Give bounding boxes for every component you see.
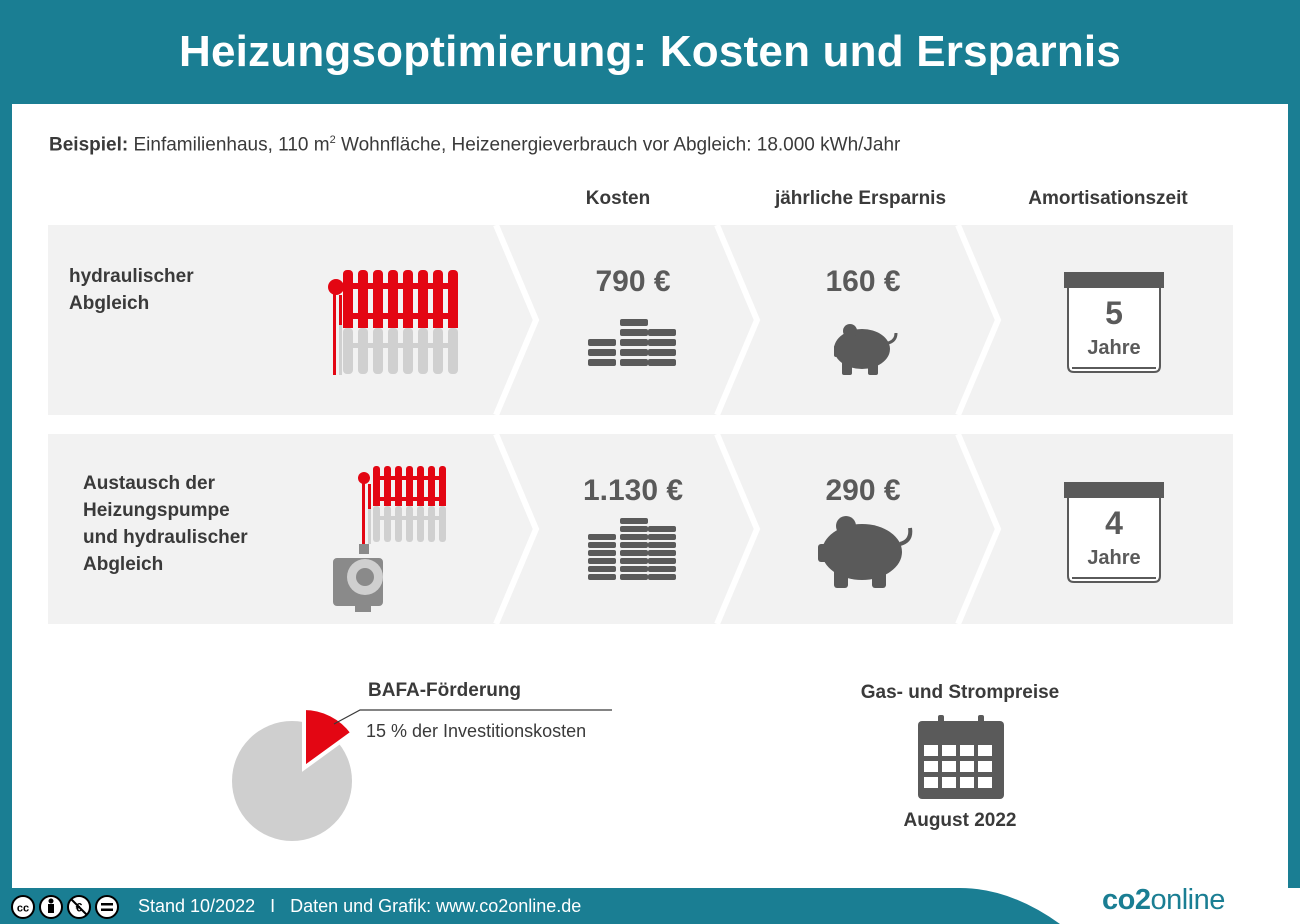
row-label-line: hydraulischer — [69, 266, 194, 287]
bafa-pie-chart — [232, 705, 612, 841]
coin-stack-icon — [588, 319, 676, 366]
radiator-icon — [328, 270, 458, 375]
logo-bold: co2 — [1102, 884, 1151, 916]
logo-thin: online — [1150, 884, 1225, 916]
prices-date: August 2022 — [903, 810, 1017, 831]
cost-amount: 790 € — [595, 265, 671, 298]
row-label-line: und hydraulischer — [83, 527, 248, 548]
license-icons: cc € — [11, 895, 119, 919]
calendar-icon — [1064, 272, 1164, 373]
example-sup: 2 — [329, 134, 336, 146]
savings-amount: 290 € — [825, 474, 901, 507]
cost-amount: 1.130 € — [582, 474, 684, 507]
coin-stack-icon — [588, 518, 676, 580]
svg-text:cc: cc — [17, 903, 29, 915]
column-header-cost: Kosten — [585, 188, 651, 209]
header-bar: Heizungsoptimierung: Kosten und Ersparni… — [0, 0, 1300, 104]
piggy-bank-icon — [818, 516, 913, 588]
calendar-icon — [1064, 482, 1164, 583]
radiator-icon — [358, 466, 448, 544]
footer-white-wave — [960, 888, 1300, 924]
co2online-logo: co2online — [1102, 884, 1225, 917]
footer-text: Stand 10/2022 I Daten und Grafik: www.co… — [138, 896, 582, 916]
nc-icon: € — [67, 895, 91, 919]
row-label-line: Heizungspumpe — [83, 500, 230, 521]
payback-years: 4 — [1105, 505, 1123, 541]
example-text: Einfamilienhaus, 110 m — [133, 134, 330, 156]
cc-icon: cc — [11, 895, 35, 919]
content-panel: Beispiel: Einfamilienhaus, 110 m2 Wohnfl… — [12, 104, 1288, 888]
column-header-payback: Amortisationszeit — [1028, 188, 1188, 209]
column-header-savings: jährliche Ersparnis — [774, 188, 947, 209]
nd-icon — [95, 895, 119, 919]
calendar-icon — [918, 715, 1004, 799]
bafa-text: 15 % der Investitionskosten — [366, 721, 587, 741]
page-title: Heizungsoptimierung: Kosten und Ersparni… — [178, 27, 1122, 76]
row-label: hydraulischer Abgleich — [69, 263, 194, 317]
row-label-line: Austausch der — [83, 473, 215, 494]
callout-line — [333, 709, 612, 725]
piggy-bank-icon — [834, 324, 898, 375]
example-label: Beispiel: — [49, 134, 129, 156]
payback-years: 5 — [1105, 295, 1123, 331]
bafa-title: BAFA-Förderung — [368, 680, 522, 701]
pump-icon — [333, 544, 383, 612]
row-label-line: Abgleich — [69, 293, 150, 314]
pie-slice-bafa — [302, 705, 356, 772]
prices-title: Gas- und Strompreise — [860, 682, 1060, 703]
example-description: Beispiel: Einfamilienhaus, 110 m2 Wohnfl… — [49, 134, 900, 156]
row-label-line: Abgleich — [83, 554, 164, 575]
by-icon — [39, 895, 63, 919]
row-label: Austausch der Heizungspumpe und hydrauli… — [83, 470, 248, 578]
payback-unit: Jahre — [1087, 547, 1141, 569]
example-text-rest: Wohnfläche, Heizenergieverbrauch vor Abg… — [335, 134, 901, 156]
row-hydraulic-balance: hydraulischer Abgleich — [48, 225, 1233, 415]
row-pump-replacement: Austausch der Heizungspumpe und hydrauli… — [48, 434, 1233, 624]
payback-unit: Jahre — [1087, 337, 1141, 359]
savings-amount: 160 € — [825, 265, 901, 298]
